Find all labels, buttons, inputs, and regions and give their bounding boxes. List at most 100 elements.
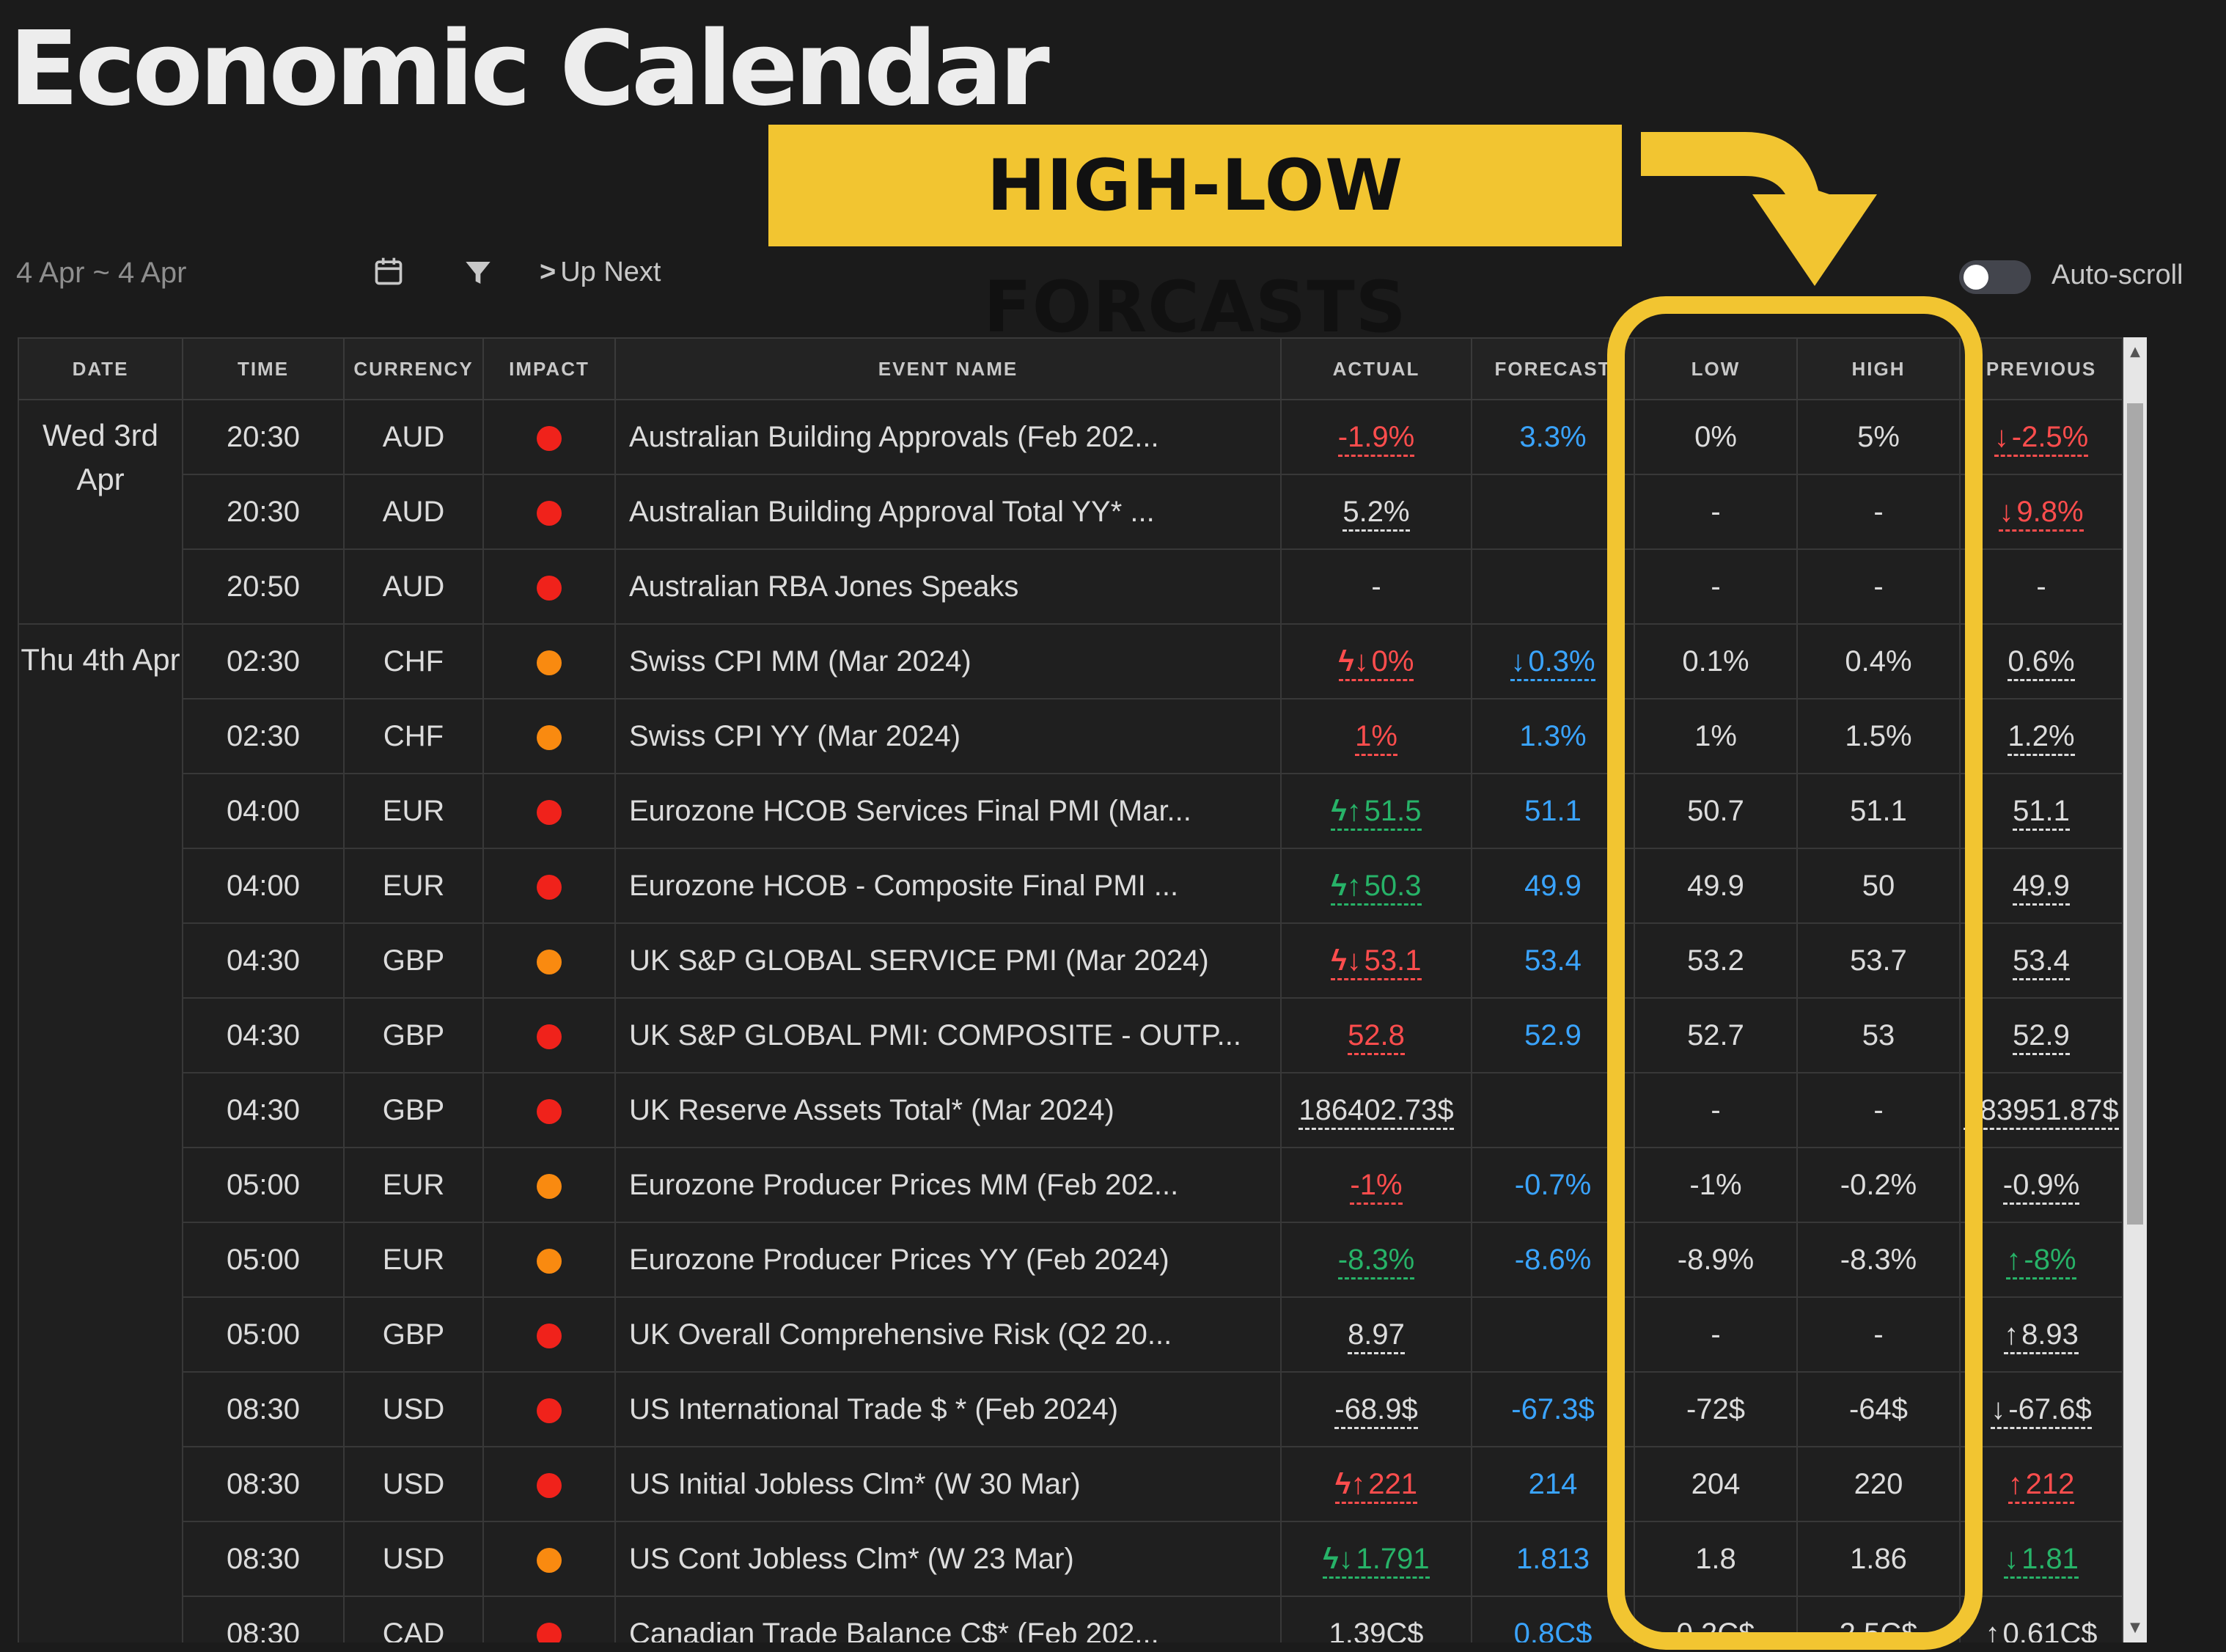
actual-cell-text: 1.39C$	[1329, 1617, 1424, 1643]
actual-cell-value: 1.39C$	[1329, 1617, 1424, 1643]
auto-scroll-toggle[interactable]	[1959, 260, 2031, 294]
impact-high-icon	[537, 799, 562, 825]
table-row[interactable]: 04:30 GBP UK Reserve Assets Total* (Mar 20…	[18, 1072, 2123, 1148]
actual-cell-value: -	[1371, 570, 1381, 603]
event-name-cell[interactable]: Australian RBA Jones Speaks	[614, 548, 1282, 625]
previous-cell: 49.9	[1959, 848, 2123, 924]
low-cell: -72$	[1634, 1371, 1798, 1447]
impact-cell	[482, 698, 616, 774]
actual-cell: ϟ↓ 0%	[1280, 623, 1472, 700]
actual-cell-text: 186402.73$	[1298, 1093, 1454, 1126]
event-name-cell[interactable]: Swiss CPI MM (Mar 2024)	[614, 623, 1282, 700]
previous-cell-text: -2.5%	[2011, 420, 2089, 453]
low-cell: 0%	[1634, 399, 1798, 475]
table-row[interactable]: 08:30 USD US Cont Jobless Clm* (W 23 Mar) ϟ…	[18, 1521, 2123, 1597]
forecast-cell-value: 3.3%	[1519, 421, 1586, 453]
column-header-currency[interactable]: CURRENCY	[343, 337, 484, 400]
event-name-cell[interactable]: Canadian Trade Balance C$* (Feb 202...	[614, 1596, 1282, 1642]
table-row[interactable]: Wed 3rd Apr 20:30 AUD Australian Building A…	[18, 399, 2123, 625]
forecast-cell: 1.3%	[1471, 698, 1635, 774]
column-header-time[interactable]: TIME	[182, 337, 345, 400]
actual-cell-text: 221	[1368, 1467, 1417, 1500]
previous-cell: 53.4	[1959, 922, 2123, 999]
column-header-date[interactable]: DATE	[18, 337, 183, 400]
column-header-impact[interactable]: IMPACT	[482, 337, 616, 400]
time-cell: 02:30	[182, 698, 345, 774]
table-row[interactable]: Thu 4th Apr 02:30 CHF Swiss CPI MM (Mar 202…	[18, 623, 2123, 1642]
table-row[interactable]: 05:00 GBP UK Overall Comprehensive Risk (Q…	[18, 1296, 2123, 1373]
forecast-cell-text: -0.7%	[1514, 1168, 1592, 1201]
event-name-cell[interactable]: UK S&P GLOBAL PMI: COMPOSITE - OUTP...	[614, 997, 1282, 1073]
event-name-cell[interactable]: US International Trade $ * (Feb 2024)	[614, 1371, 1282, 1447]
event-name-cell[interactable]: US Initial Jobless Clm* (W 30 Mar)	[614, 1446, 1282, 1522]
high-cell: -	[1796, 1072, 1961, 1148]
impact-cell	[482, 1072, 616, 1148]
event-name-cell[interactable]: US Cont Jobless Clm* (W 23 Mar)	[614, 1521, 1282, 1597]
table-row[interactable]: 04:30 GBP UK S&P GLOBAL SERVICE PMI (Mar 2…	[18, 922, 2123, 999]
column-header-high[interactable]: HIGH	[1796, 337, 1961, 400]
vertical-scrollbar[interactable]: ▲ ▼	[2123, 337, 2147, 1642]
low-cell: -	[1634, 1296, 1798, 1373]
high-low-forecasts-banner: HIGH-LOW FORCASTS	[768, 125, 1622, 348]
event-name-cell[interactable]: Australian Building Approval Total YY* .…	[614, 474, 1282, 550]
high-cell: 220	[1796, 1446, 1961, 1522]
table-row[interactable]: 20:30 AUD Australian Building Approval Tot…	[18, 474, 2123, 550]
table-row[interactable]: 02:30 CHF Swiss CPI YY (Mar 2024) 1% 1.3% 1% 1…	[18, 698, 2123, 774]
previous-cell-value: 53.4	[2013, 944, 2070, 980]
event-name-cell[interactable]: Eurozone Producer Prices MM (Feb 202...	[614, 1147, 1282, 1223]
actual-cell: -8.3%	[1280, 1222, 1472, 1298]
event-name-cell[interactable]: Swiss CPI YY (Mar 2024)	[614, 698, 1282, 774]
event-name-cell[interactable]: Eurozone HCOB Services Final PMI (Mar...	[614, 773, 1282, 849]
scroll-up-icon[interactable]: ▲	[2130, 344, 2140, 359]
actual-cell-value: ϟ↑ 221	[1335, 1467, 1417, 1504]
actual-cell-value: ϟ↓ 53.1	[1331, 944, 1422, 980]
filter-icon[interactable]	[463, 258, 493, 287]
event-name-cell[interactable]: Eurozone HCOB - Composite Final PMI ...	[614, 848, 1282, 924]
table-row[interactable]: 08:30 USD US Initial Jobless Clm* (W 30 Ma…	[18, 1446, 2123, 1522]
column-header-low[interactable]: LOW	[1634, 337, 1798, 400]
high-cell: -64$	[1796, 1371, 1961, 1447]
calendar-icon[interactable]	[372, 255, 405, 287]
table-row[interactable]: 04:00 EUR Eurozone HCOB - Composite Final …	[18, 848, 2123, 924]
table-row[interactable]: 08:30 CAD Canadian Trade Balance C$* (Feb …	[18, 1596, 2123, 1642]
impact-cell	[482, 399, 616, 475]
actual-cell-value: -8.3%	[1337, 1243, 1415, 1280]
event-name-cell[interactable]: UK Overall Comprehensive Risk (Q2 20...	[614, 1296, 1282, 1373]
actual-cell: ϟ↑ 51.5	[1280, 773, 1472, 849]
up-next-button[interactable]: > Up Next	[540, 257, 661, 288]
page-title: Economic Calendar	[9, 10, 1050, 129]
low-cell: -8.9%	[1634, 1222, 1798, 1298]
table-row[interactable]: 20:50 AUD Australian RBA Jones Speaks - - - -	[18, 548, 2123, 625]
impact-high-icon	[537, 500, 562, 526]
low-cell: 204	[1634, 1446, 1798, 1522]
low-cell: 1.8	[1634, 1521, 1798, 1597]
actual-cell-trend-icon: ϟ↑	[1331, 794, 1362, 827]
event-name-cell[interactable]: Australian Building Approvals (Feb 202..…	[614, 399, 1282, 475]
column-header-event-name[interactable]: EVENT NAME	[614, 337, 1282, 400]
previous-cell: ↑ 212	[1959, 1446, 2123, 1522]
low-cell: 52.7	[1634, 997, 1798, 1073]
column-header-actual[interactable]: ACTUAL	[1280, 337, 1472, 400]
event-name-cell[interactable]: UK S&P GLOBAL SERVICE PMI (Mar 2024)	[614, 922, 1282, 999]
scroll-down-icon[interactable]: ▼	[2130, 1620, 2140, 1635]
arrow-down-icon	[1641, 132, 1877, 286]
impact-cell	[482, 474, 616, 550]
actual-cell: -68.9$	[1280, 1371, 1472, 1447]
previous-cell-value: 49.9	[2013, 869, 2070, 906]
forecast-cell-text: -8.6%	[1514, 1243, 1592, 1276]
column-header-forecast[interactable]: FORECAST	[1471, 337, 1635, 400]
table-row[interactable]: 05:00 EUR Eurozone Producer Prices YY (Feb…	[18, 1222, 2123, 1298]
forecast-cell	[1471, 474, 1635, 550]
low-cell: 0.2C$	[1634, 1596, 1798, 1642]
date-range[interactable]: 4 Apr ~ 4 Apr	[16, 257, 187, 289]
table-row[interactable]: 05:00 EUR Eurozone Producer Prices MM (Feb…	[18, 1147, 2123, 1223]
impact-cell	[482, 1222, 616, 1298]
table-row[interactable]: 08:30 USD US International Trade $ * (Feb …	[18, 1371, 2123, 1447]
table-row[interactable]: 04:00 EUR Eurozone HCOB Services Final PMI…	[18, 773, 2123, 849]
table-row[interactable]: 04:30 GBP UK S&P GLOBAL PMI: COMPOSITE - O…	[18, 997, 2123, 1073]
scrollbar-thumb[interactable]	[2127, 403, 2143, 1225]
event-name-cell[interactable]: Eurozone Producer Prices YY (Feb 2024)	[614, 1222, 1282, 1298]
event-name-cell[interactable]: UK Reserve Assets Total* (Mar 2024)	[614, 1072, 1282, 1148]
column-header-previous[interactable]: PREVIOUS	[1959, 337, 2123, 400]
up-next-label: Up Next	[560, 257, 661, 287]
